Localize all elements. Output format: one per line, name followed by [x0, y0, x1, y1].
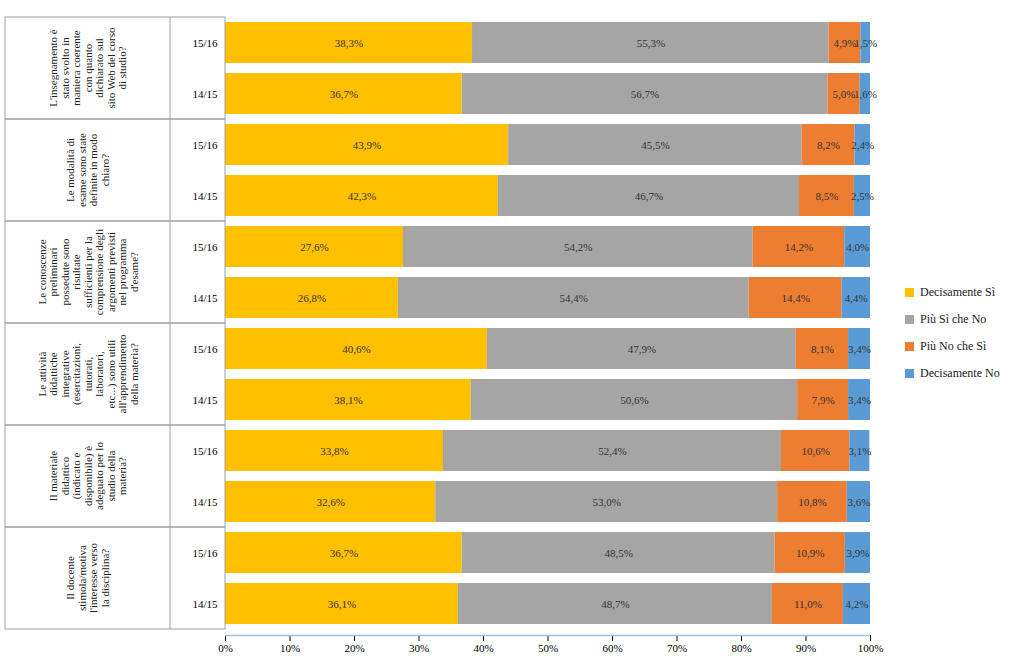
svg-text:10,6%: 10,6%	[801, 445, 829, 457]
svg-text:20%: 20%	[344, 642, 364, 654]
svg-text:3,9%: 3,9%	[846, 547, 869, 559]
html-text:Più No che Sì: Più No che Sì	[920, 339, 987, 353]
svg-text:27,6%: 27,6%	[300, 241, 328, 253]
svg-text:0%: 0%	[218, 642, 233, 654]
svg-text:36,1%: 36,1%	[328, 598, 356, 610]
svg-text:Le attivitàdidatticheintegrati: Le attivitàdidatticheintegrative(esercit…	[36, 334, 140, 413]
svg-text:10%: 10%	[280, 642, 300, 654]
svg-text:14/15: 14/15	[192, 292, 218, 304]
svg-text:3,4%: 3,4%	[848, 343, 871, 355]
svg-text:14,2%: 14,2%	[785, 241, 813, 253]
svg-text:4,0%: 4,0%	[846, 241, 869, 253]
svg-text:5,0%: 5,0%	[833, 88, 856, 100]
svg-text:10,9%: 10,9%	[796, 547, 824, 559]
svg-text:54,2%: 54,2%	[564, 241, 592, 253]
svg-text:3,1%: 3,1%	[848, 445, 871, 457]
svg-text:38,3%: 38,3%	[335, 37, 363, 49]
svg-text:7,9%: 7,9%	[812, 394, 835, 406]
svg-text:1,5%: 1,5%	[854, 37, 877, 49]
svg-text:56,7%: 56,7%	[631, 88, 659, 100]
svg-text:14/15: 14/15	[192, 394, 218, 406]
svg-text:1,6%: 1,6%	[854, 88, 877, 100]
svg-text:Il materialedidattico(indicato: Il materialedidattico(indicato edisponib…	[47, 442, 128, 510]
html-text:Più Sì che No: Più Sì che No	[920, 312, 987, 326]
svg-text:15/16: 15/16	[192, 445, 218, 457]
svg-text:10,8%: 10,8%	[798, 496, 826, 508]
svg-text:11,0%: 11,0%	[794, 598, 822, 610]
svg-text:2,5%: 2,5%	[851, 190, 874, 202]
svg-text:15/16: 15/16	[192, 241, 218, 253]
svg-text:52,4%: 52,4%	[598, 445, 626, 457]
svg-text:3,6%: 3,6%	[847, 496, 870, 508]
svg-text:48,5%: 48,5%	[604, 547, 632, 559]
svg-text:38,1%: 38,1%	[334, 394, 362, 406]
svg-text:53,0%: 53,0%	[592, 496, 620, 508]
svg-text:36,7%: 36,7%	[330, 88, 358, 100]
svg-text:Le modalità diesame sono state: Le modalità diesame sono statedefinite i…	[64, 133, 111, 207]
svg-text:36,7%: 36,7%	[330, 547, 358, 559]
html-text:Decisamente Sì: Decisamente Sì	[920, 285, 995, 299]
svg-text:26,8%: 26,8%	[298, 292, 326, 304]
svg-text:48,7%: 48,7%	[601, 598, 629, 610]
svg-text:14/15: 14/15	[192, 190, 218, 202]
svg-text:32,6%: 32,6%	[316, 496, 344, 508]
svg-text:43,9%: 43,9%	[353, 139, 381, 151]
svg-text:54,4%: 54,4%	[560, 292, 588, 304]
svg-text:4,2%: 4,2%	[845, 598, 868, 610]
svg-text:15/16: 15/16	[192, 37, 218, 49]
svg-text:8,2%: 8,2%	[817, 139, 840, 151]
svg-text:60%: 60%	[602, 642, 622, 654]
svg-text:55,3%: 55,3%	[637, 37, 665, 49]
svg-text:90%: 90%	[796, 642, 816, 654]
svg-text:14/15: 14/15	[192, 496, 218, 508]
svg-text:L'insegnamento èstato svolto i: L'insegnamento èstato svolto inmaniera c…	[47, 27, 128, 109]
svg-text:50%: 50%	[538, 642, 558, 654]
svg-text:14/15: 14/15	[192, 88, 218, 100]
svg-text:100%: 100%	[858, 642, 884, 654]
svg-text:50,6%: 50,6%	[620, 394, 648, 406]
svg-text:Le conoscenzepreliminaripossed: Le conoscenzepreliminaripossedute sonori…	[36, 229, 140, 315]
svg-text:47,9%: 47,9%	[628, 343, 656, 355]
svg-text:46,7%: 46,7%	[635, 190, 663, 202]
svg-text:40,6%: 40,6%	[342, 343, 370, 355]
svg-text:8,1%: 8,1%	[811, 343, 834, 355]
svg-text:30%: 30%	[409, 642, 429, 654]
svg-text:80%: 80%	[731, 642, 751, 654]
svg-text:14/15: 14/15	[192, 598, 218, 610]
svg-text:45,5%: 45,5%	[641, 139, 669, 151]
html-text:Decisamente No: Decisamente No	[920, 366, 1000, 380]
svg-text:8,5%: 8,5%	[816, 190, 839, 202]
svg-text:15/16: 15/16	[192, 343, 218, 355]
svg-text:33,8%: 33,8%	[320, 445, 348, 457]
svg-text:40%: 40%	[473, 642, 493, 654]
svg-text:15/16: 15/16	[192, 547, 218, 559]
svg-text:Il docentestimola/motival'inte: Il docentestimola/motival'interesse vers…	[64, 542, 111, 613]
svg-text:4,4%: 4,4%	[845, 292, 868, 304]
svg-text:15/16: 15/16	[192, 139, 218, 151]
svg-text:42,3%: 42,3%	[348, 190, 376, 202]
svg-text:70%: 70%	[667, 642, 687, 654]
svg-text:4,9%: 4,9%	[834, 37, 857, 49]
svg-text:3,4%: 3,4%	[848, 394, 871, 406]
svg-text:2,4%: 2,4%	[851, 139, 874, 151]
svg-text:14,4%: 14,4%	[781, 292, 809, 304]
